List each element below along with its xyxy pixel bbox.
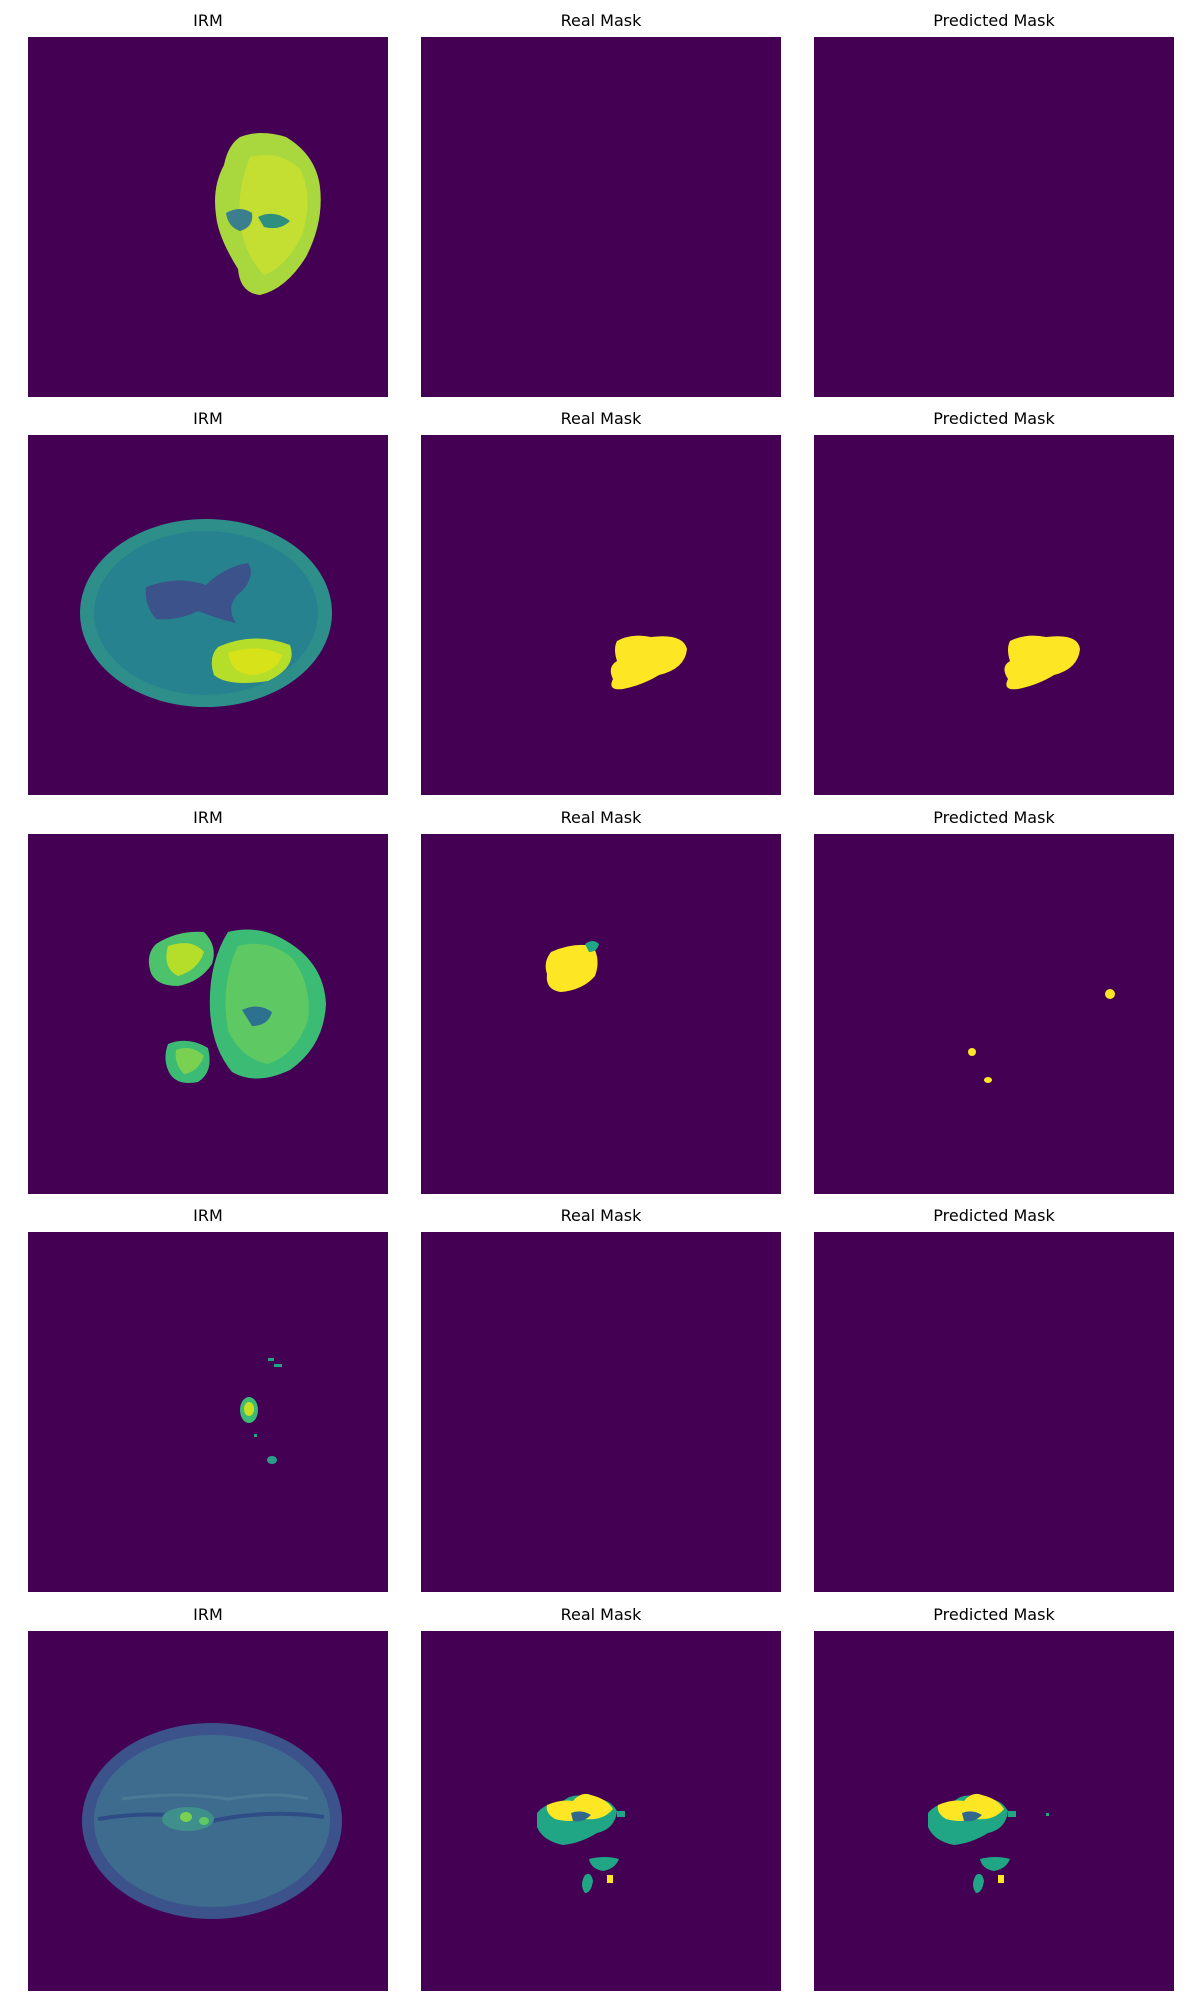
- panel-title: IRM: [193, 409, 223, 428]
- panel-title: Real Mask: [560, 1206, 642, 1225]
- panel-title: Real Mask: [560, 808, 642, 827]
- panel-title: Real Mask: [560, 1605, 642, 1624]
- mri-slice-image: [28, 1232, 388, 1592]
- mri-slice-image: [28, 435, 388, 795]
- panel-title: IRM: [193, 1206, 223, 1225]
- panel-title: Real Mask: [560, 11, 642, 30]
- predicted-mask-image: [814, 1631, 1174, 1991]
- panel-title: Predicted Mask: [933, 808, 1055, 827]
- panel-title: Predicted Mask: [933, 409, 1055, 428]
- predicted-mask-image: [814, 1232, 1174, 1592]
- predicted-mask-image: [814, 834, 1174, 1194]
- panel-title: Real Mask: [560, 409, 642, 428]
- real-mask-image: [421, 37, 781, 397]
- predicted-mask-image: [814, 37, 1174, 397]
- real-mask-image: [421, 1631, 781, 1991]
- panel-title: IRM: [193, 11, 223, 30]
- real-mask-image: [421, 435, 781, 795]
- panel-title: Predicted Mask: [933, 1605, 1055, 1624]
- real-mask-image: [421, 1232, 781, 1592]
- mri-slice-image: [28, 1631, 388, 1991]
- panel-title: Predicted Mask: [933, 1206, 1055, 1225]
- panel-title: IRM: [193, 1605, 223, 1624]
- mri-slice-image: [28, 37, 388, 397]
- panel-title: Predicted Mask: [933, 11, 1055, 30]
- predicted-mask-image: [814, 435, 1174, 795]
- mri-slice-image: [28, 834, 388, 1194]
- panel-title: IRM: [193, 808, 223, 827]
- real-mask-image: [421, 834, 781, 1194]
